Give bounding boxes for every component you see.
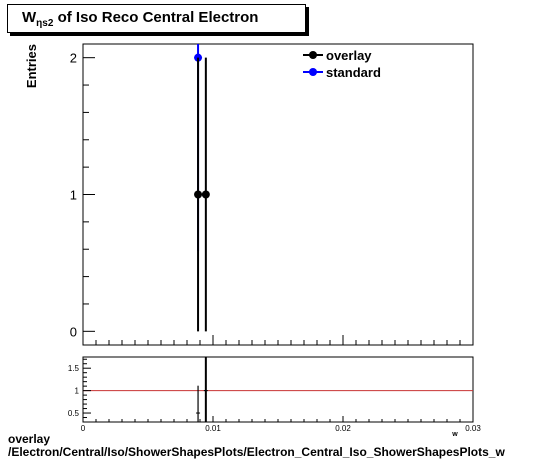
title-subscript: ηs2 — [36, 18, 54, 29]
y-tick-label: 0 — [70, 324, 77, 339]
x-tick-label: 0.03 — [465, 424, 481, 433]
x-tick-label: 0 — [81, 424, 86, 433]
chart-title: Wηs2 of Iso Reco Central Electron — [22, 9, 258, 29]
x-tick-label: 0.01 — [205, 424, 221, 433]
overlay-marker — [201, 190, 210, 199]
ratio-y-tick-label: 1 — [75, 387, 80, 396]
x-tick-label: 0.02 — [335, 424, 351, 433]
ratio-y-tick-label: 1.5 — [68, 364, 80, 373]
legend-label-overlay: overlay — [326, 48, 372, 63]
y-tick-label: 2 — [70, 51, 77, 66]
ratio-y-tick-label: 0.5 — [68, 409, 80, 418]
title-box: Wηs2 of Iso Reco Central Electron — [7, 4, 306, 33]
y-axis-label: Entries — [24, 44, 39, 88]
footer-label: overlay /Electron/Central/Iso/ShowerShap… — [8, 433, 505, 459]
overlay-marker — [194, 190, 203, 199]
legend-marker-overlay — [309, 51, 317, 59]
legend-label-standard: standard — [326, 65, 381, 80]
footer-line-2: /Electron/Central/Iso/ShowerShapesPlots/… — [8, 445, 505, 459]
title-rest: of Iso Reco Central Electron — [53, 9, 259, 26]
legend-marker-standard — [309, 68, 317, 76]
main-plot-frame — [82, 43, 474, 346]
x-axis-label: w — [451, 431, 458, 438]
footer-line-1: overlay — [8, 432, 51, 446]
title-main: W — [22, 9, 37, 26]
ratio-plot-frame — [82, 356, 474, 423]
y-tick-label: 1 — [70, 188, 77, 203]
